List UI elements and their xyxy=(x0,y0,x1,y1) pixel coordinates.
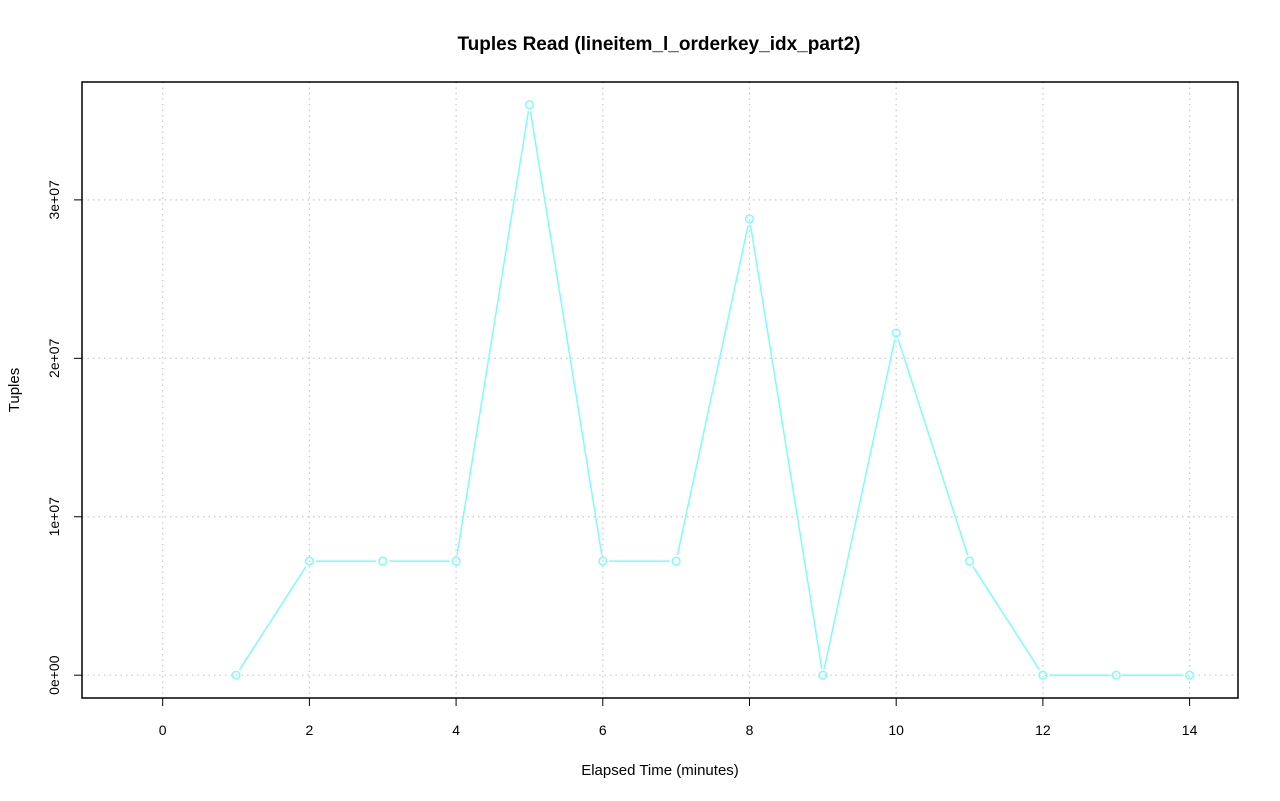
x-tick-label-2: 4 xyxy=(452,722,460,738)
series-0-point-11 xyxy=(1038,670,1048,680)
x-axis-label: Elapsed Time (minutes) xyxy=(581,762,739,779)
x-tick-label-5: 10 xyxy=(888,722,904,738)
series-0-segment-6 xyxy=(676,225,749,555)
x-tick-label-3: 6 xyxy=(599,722,607,738)
series xyxy=(231,100,1195,680)
series-0-point-12 xyxy=(1111,670,1121,680)
series-0-point-4 xyxy=(524,100,534,110)
series-0-point-7 xyxy=(744,214,755,224)
x-tick-label-7: 14 xyxy=(1182,722,1198,738)
series-0-segment-9 xyxy=(897,338,969,556)
series-0-point-0 xyxy=(231,670,241,680)
x-tick-label-4: 8 xyxy=(746,722,754,738)
y-tick-label-2: 2e+07 xyxy=(46,338,62,378)
series-0-point-6 xyxy=(671,556,681,566)
x-tick-label-0: 0 xyxy=(159,722,167,738)
series-0-segment-8 xyxy=(823,339,896,669)
series-0-point-2 xyxy=(378,556,388,566)
chart-title: Tuples Read (lineitem_l_orderkey_idx_par… xyxy=(457,34,860,55)
x-axis: 0 2 4 6 8 10 12 14 xyxy=(159,697,1198,738)
x-tick-label-6: 12 xyxy=(1035,722,1051,738)
series-0-segment-10 xyxy=(972,566,1041,671)
y-axis-label: Tuples xyxy=(6,368,23,412)
series-0-point-8 xyxy=(818,670,828,680)
series-0-segment-3 xyxy=(456,111,530,555)
grid xyxy=(82,82,1238,698)
series-0-point-9 xyxy=(891,328,901,338)
series-0-segment-7 xyxy=(749,225,823,669)
series-0-point-3 xyxy=(451,556,461,566)
x-tick-label-1: 2 xyxy=(305,722,313,738)
series-0-point-13 xyxy=(1185,670,1195,680)
series-0-segment-0 xyxy=(238,566,307,671)
series-0-point-10 xyxy=(964,556,975,566)
y-axis: 0e+00 1e+07 2e+07 3e+07 xyxy=(46,180,83,695)
plot-frame xyxy=(81,81,1239,699)
y-tick-label-0: 0e+00 xyxy=(46,655,62,695)
series-0-point-1 xyxy=(304,556,314,566)
series-0-segment-4 xyxy=(529,111,603,555)
y-tick-label-3: 3e+07 xyxy=(46,180,62,220)
y-tick-label-1: 1e+07 xyxy=(46,497,62,537)
series-0-point-5 xyxy=(598,556,608,566)
